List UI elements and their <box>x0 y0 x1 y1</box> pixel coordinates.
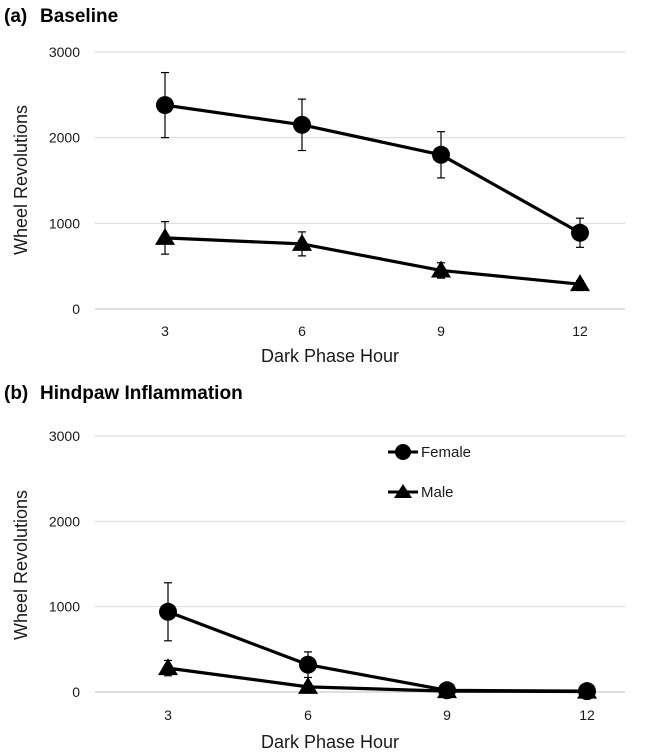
series-female-b <box>159 582 596 701</box>
series-line-male-b <box>167 666 588 694</box>
chart-title-b: Hindpaw Inflammation <box>40 383 243 404</box>
series-line-male-a <box>164 236 581 286</box>
series-male-a <box>155 221 590 292</box>
y-tick-label-b-3000: 3000 <box>49 428 80 444</box>
panel-hindpaw-inflammation: (b) Hindpaw Inflammation Dark Phase Hour… <box>4 383 625 752</box>
y-tick-label-a-0: 0 <box>72 301 80 317</box>
point-male-a-9 <box>431 260 451 278</box>
grid-b: 0 1000 2000 3000 3 6 9 12 <box>49 428 625 723</box>
point-male-b-6 <box>298 676 318 694</box>
chart-title-a: Baseline <box>40 6 118 27</box>
point-male-b-12 <box>577 681 597 699</box>
legend-item-male: Male <box>388 484 454 501</box>
x-tick-label-b-3: 3 <box>164 707 172 723</box>
x-tick-label-b-9: 9 <box>443 707 451 723</box>
plot-area-b <box>158 582 597 701</box>
y-axis-title-b: Wheel Revolutions <box>11 490 31 640</box>
legend-item-female: Female <box>388 444 471 461</box>
legend: Female Male <box>388 444 471 501</box>
point-female-b-6 <box>299 655 317 674</box>
point-female-a-9 <box>432 145 450 164</box>
y-tick-label-b-2000: 2000 <box>49 513 80 529</box>
point-female-b-3 <box>159 602 177 621</box>
legend-marker-circle-icon <box>395 444 411 460</box>
legend-marker-triangle-icon <box>394 484 412 498</box>
series-female-a <box>156 71 589 248</box>
series-male-b <box>158 658 597 699</box>
legend-label-male: Male <box>421 484 454 501</box>
panel-label-a: (a) <box>4 6 27 27</box>
point-male-a-3 <box>155 227 175 245</box>
x-tick-label-b-6: 6 <box>304 707 312 723</box>
x-tick-label-a-12: 12 <box>572 323 588 339</box>
y-tick-label-b-1000: 1000 <box>49 599 80 615</box>
point-male-b-3 <box>158 658 178 676</box>
point-male-b-9 <box>437 681 457 699</box>
y-tick-label-b-0: 0 <box>72 684 80 700</box>
y-tick-label-a-2000: 2000 <box>49 130 80 146</box>
point-female-a-6 <box>293 115 311 134</box>
legend-label-female: Female <box>421 444 471 461</box>
grid-a: 0 1000 2000 3000 3 6 9 12 <box>49 44 625 339</box>
series-line-female-b <box>167 610 588 693</box>
x-axis-title-b: Dark Phase Hour <box>261 732 399 752</box>
plot-area-a <box>155 71 590 292</box>
x-tick-label-a-9: 9 <box>437 323 445 339</box>
y-axis-title-a: Wheel Revolutions <box>11 105 31 255</box>
panel-label-b: (b) <box>4 383 28 404</box>
x-tick-label-a-3: 3 <box>161 323 169 339</box>
y-tick-label-a-1000: 1000 <box>49 215 80 231</box>
x-tick-label-a-6: 6 <box>298 323 306 339</box>
panel-baseline: (a) Baseline Dark Phase Hour Wheel Revol… <box>4 6 625 366</box>
y-tick-label-a-3000: 3000 <box>49 44 80 60</box>
point-male-a-6 <box>292 233 312 251</box>
x-axis-title-a: Dark Phase Hour <box>261 346 399 366</box>
series-line-female-a <box>164 103 581 235</box>
point-female-a-12 <box>571 223 589 242</box>
x-tick-label-b-12: 12 <box>579 707 595 723</box>
point-female-a-3 <box>156 96 174 115</box>
point-male-a-12 <box>570 274 590 292</box>
